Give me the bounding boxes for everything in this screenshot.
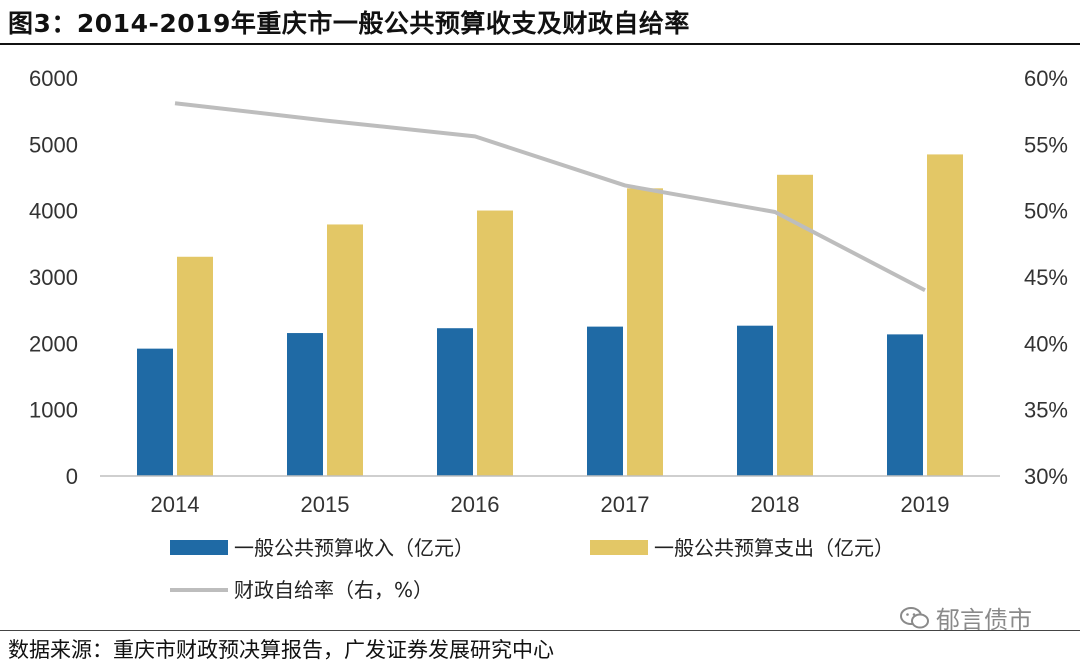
expenditure-bar — [477, 210, 513, 476]
x-axis-labels: 2014 2015 2016 2017 2018 2019 — [151, 492, 950, 517]
title-divider — [0, 43, 1080, 45]
left-axis-ticks: 0 1000 2000 3000 4000 5000 6000 — [29, 66, 78, 489]
figure-title: 图3：2014-2019年重庆市一般公共预算收支及财政自给率 — [8, 9, 690, 38]
x-axis-tick-label: 2019 — [901, 492, 950, 517]
x-axis-tick-label: 2015 — [301, 492, 350, 517]
x-axis-tick-label: 2016 — [451, 492, 500, 517]
right-axis-tick-label: 40% — [1024, 331, 1068, 356]
legend: 一般公共预算收入（亿元） 一般公共预算支出（亿元） 财政自给率（右，%） — [170, 536, 894, 602]
left-axis-tick-label: 3000 — [29, 265, 78, 290]
x-axis-tick-label: 2018 — [751, 492, 800, 517]
legend-label: 一般公共预算支出（亿元） — [654, 536, 894, 560]
expenditure-bar — [777, 174, 813, 476]
legend-label: 一般公共预算收入（亿元） — [234, 536, 474, 560]
expenditure-bar — [927, 154, 963, 476]
left-axis-tick-label: 2000 — [29, 331, 78, 356]
expenditure-bar — [327, 224, 363, 476]
x-axis-tick-label: 2017 — [601, 492, 650, 517]
footer-divider — [0, 630, 1080, 631]
legend-swatch — [590, 540, 648, 555]
revenue-bar — [437, 328, 473, 476]
chart: 0 1000 2000 3000 4000 5000 6000 30% 35% 40% 45% 50… — [29, 66, 1068, 602]
right-axis-ticks: 30% 35% 40% 45% 50% 55% 60% — [1024, 66, 1068, 489]
right-axis-tick-label: 35% — [1024, 398, 1068, 423]
self-sufficiency-line — [174, 101, 926, 293]
source-note: 数据来源：重庆市财政预决算报告，广发证券发展研究中心 — [8, 638, 554, 662]
expenditure-bar — [177, 256, 213, 476]
revenue-bar — [287, 333, 323, 476]
bars — [137, 154, 963, 477]
legend-swatch — [170, 540, 228, 555]
right-axis-tick-label: 30% — [1024, 464, 1068, 489]
watermark: 郁言债市 — [900, 600, 1032, 635]
left-axis-tick-label: 1000 — [29, 398, 78, 423]
x-axis-tick-label: 2014 — [151, 492, 200, 517]
line-series — [174, 101, 926, 293]
legend-label: 财政自给率（右，%） — [234, 578, 433, 602]
revenue-bar — [737, 325, 773, 476]
right-axis-tick-label: 60% — [1024, 66, 1068, 91]
left-axis-tick-label: 4000 — [29, 199, 78, 224]
right-axis-tick-label: 45% — [1024, 265, 1068, 290]
revenue-bar — [587, 326, 623, 476]
right-axis-tick-label: 50% — [1024, 199, 1068, 224]
watermark-text: 郁言债市 — [936, 606, 1032, 634]
right-axis-tick-label: 55% — [1024, 132, 1068, 157]
left-axis-tick-label: 5000 — [29, 132, 78, 157]
expenditure-bar — [627, 188, 663, 477]
revenue-bar — [137, 348, 173, 476]
left-axis-tick-label: 6000 — [29, 66, 78, 91]
left-axis-tick-label: 0 — [66, 464, 78, 489]
revenue-bar — [887, 334, 923, 476]
wechat-icon — [900, 606, 929, 628]
